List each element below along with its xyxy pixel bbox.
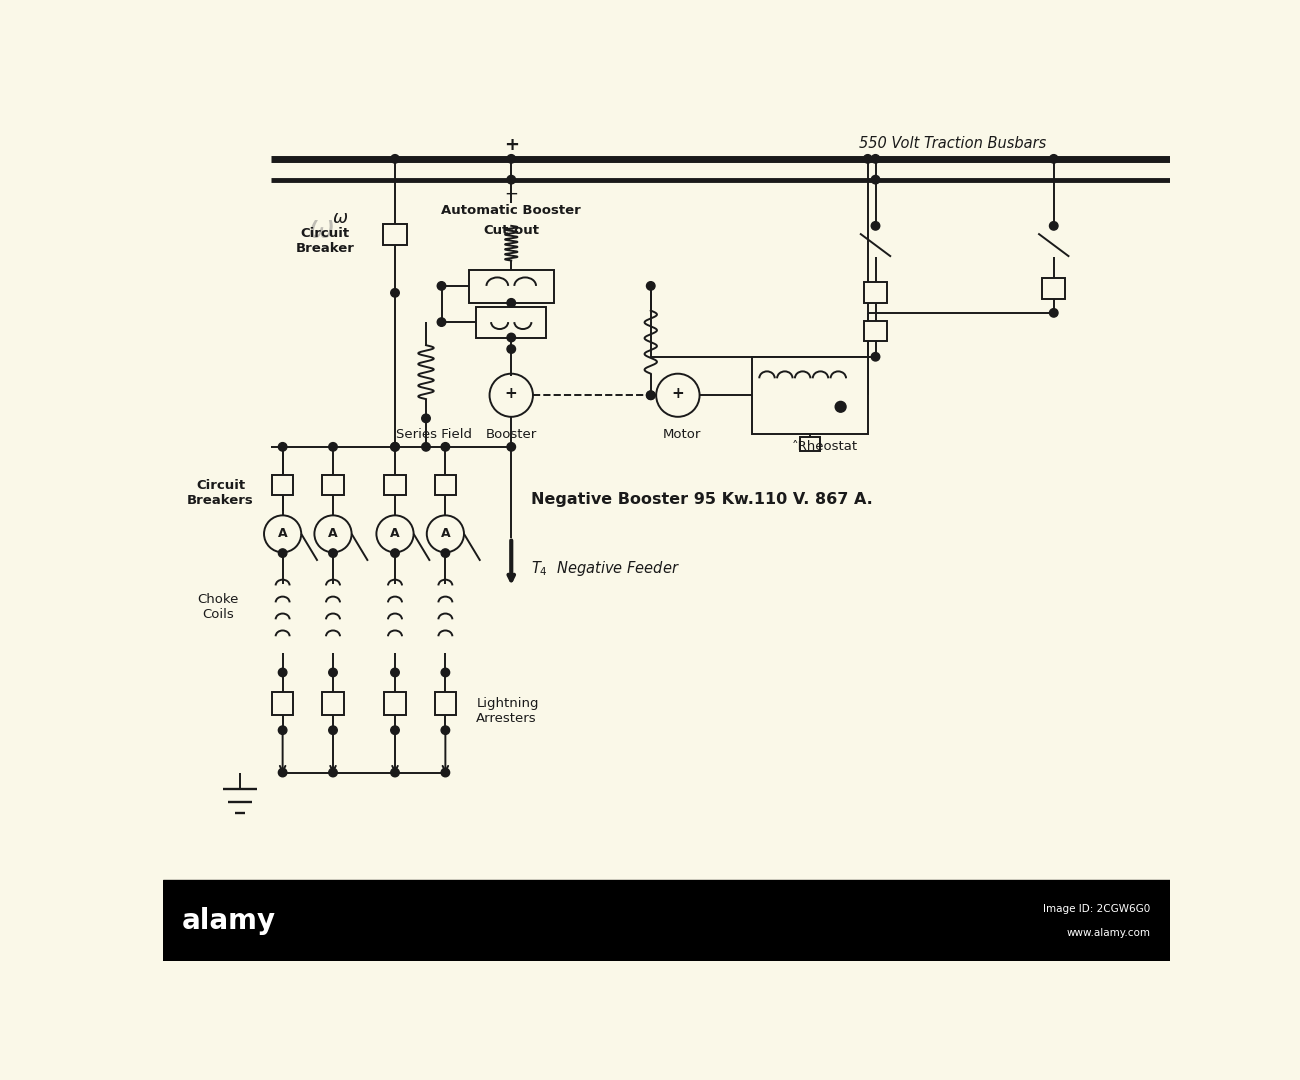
Bar	[864, 282, 887, 302]
Bar	[1043, 279, 1066, 299]
Circle shape	[441, 768, 450, 777]
Circle shape	[391, 443, 399, 451]
Circle shape	[329, 726, 337, 734]
Bar	[322, 691, 343, 715]
Circle shape	[391, 726, 399, 734]
Circle shape	[1049, 221, 1058, 230]
Circle shape	[871, 154, 880, 163]
Circle shape	[391, 669, 399, 677]
Text: A: A	[441, 527, 450, 540]
Text: +: +	[504, 136, 519, 153]
Text: Coils: Coils	[203, 608, 234, 621]
Text: Breakers: Breakers	[187, 495, 254, 508]
Circle shape	[441, 549, 450, 557]
Circle shape	[437, 318, 446, 326]
Text: Choke: Choke	[198, 593, 239, 606]
Circle shape	[441, 443, 450, 451]
Bar	[385, 691, 406, 715]
Bar	[751, 356, 868, 434]
Circle shape	[441, 726, 450, 734]
Circle shape	[835, 402, 846, 413]
Bar	[800, 436, 820, 450]
Circle shape	[437, 282, 446, 291]
Bar	[434, 691, 456, 715]
Text: Cut-out: Cut-out	[484, 225, 540, 238]
Text: Series Field: Series Field	[395, 429, 472, 442]
Bar	[468, 270, 554, 302]
Circle shape	[278, 726, 287, 734]
Text: Lightning: Lightning	[476, 697, 540, 710]
Text: Negative Booster 95 Kw.110 V. 867 A.: Negative Booster 95 Kw.110 V. 867 A.	[530, 491, 872, 507]
Text: Circuit
Breaker: Circuit Breaker	[296, 227, 355, 255]
Bar	[434, 474, 456, 496]
Bar	[864, 321, 887, 341]
Text: www.alamy.com: www.alamy.com	[1066, 929, 1150, 939]
Bar	[272, 474, 294, 496]
Circle shape	[507, 175, 516, 184]
Text: 550 Volt Traction Busbars: 550 Volt Traction Busbars	[859, 136, 1046, 151]
Bar	[476, 307, 546, 338]
Text: +: +	[672, 387, 684, 401]
Circle shape	[329, 443, 337, 451]
Text: ω: ω	[333, 210, 348, 227]
Text: ˄Rheostat: ˄Rheostat	[792, 440, 858, 453]
Circle shape	[1049, 154, 1058, 163]
Text: A: A	[278, 527, 287, 540]
Text: A: A	[328, 527, 338, 540]
Circle shape	[278, 768, 287, 777]
Bar	[162, 880, 1170, 961]
Circle shape	[507, 443, 516, 451]
Circle shape	[441, 669, 450, 677]
Bar	[385, 474, 406, 496]
Text: Booster: Booster	[486, 428, 537, 441]
Text: A: A	[390, 527, 400, 540]
Circle shape	[278, 549, 287, 557]
Circle shape	[871, 175, 880, 184]
Circle shape	[391, 288, 399, 297]
Circle shape	[391, 549, 399, 557]
Circle shape	[421, 443, 430, 451]
Circle shape	[507, 345, 516, 353]
Text: Automatic Booster: Automatic Booster	[442, 204, 581, 217]
Circle shape	[329, 549, 337, 557]
Text: ω: ω	[308, 215, 334, 244]
Text: +: +	[504, 387, 517, 401]
Circle shape	[646, 391, 655, 400]
Text: Circuit: Circuit	[196, 478, 246, 491]
Circle shape	[507, 298, 516, 307]
Text: $T_4$  Negative Feeder: $T_4$ Negative Feeder	[530, 559, 680, 578]
Circle shape	[507, 154, 516, 163]
Text: Motor: Motor	[663, 428, 701, 441]
Circle shape	[507, 334, 516, 341]
Bar	[384, 224, 407, 245]
Circle shape	[278, 443, 287, 451]
Circle shape	[421, 414, 430, 422]
Circle shape	[391, 154, 399, 163]
Circle shape	[329, 768, 337, 777]
Circle shape	[391, 768, 399, 777]
Circle shape	[391, 443, 399, 451]
Circle shape	[278, 669, 287, 677]
Bar	[272, 691, 294, 715]
Text: alamy: alamy	[182, 907, 276, 935]
Text: Arresters: Arresters	[476, 712, 537, 725]
Circle shape	[646, 282, 655, 291]
Circle shape	[863, 154, 872, 163]
Circle shape	[646, 391, 655, 400]
Circle shape	[329, 669, 337, 677]
Circle shape	[871, 352, 880, 361]
Text: −: −	[504, 185, 519, 203]
Text: Image ID: 2CGW6G0: Image ID: 2CGW6G0	[1044, 904, 1150, 914]
Circle shape	[1049, 309, 1058, 318]
Circle shape	[871, 221, 880, 230]
Bar	[322, 474, 343, 496]
